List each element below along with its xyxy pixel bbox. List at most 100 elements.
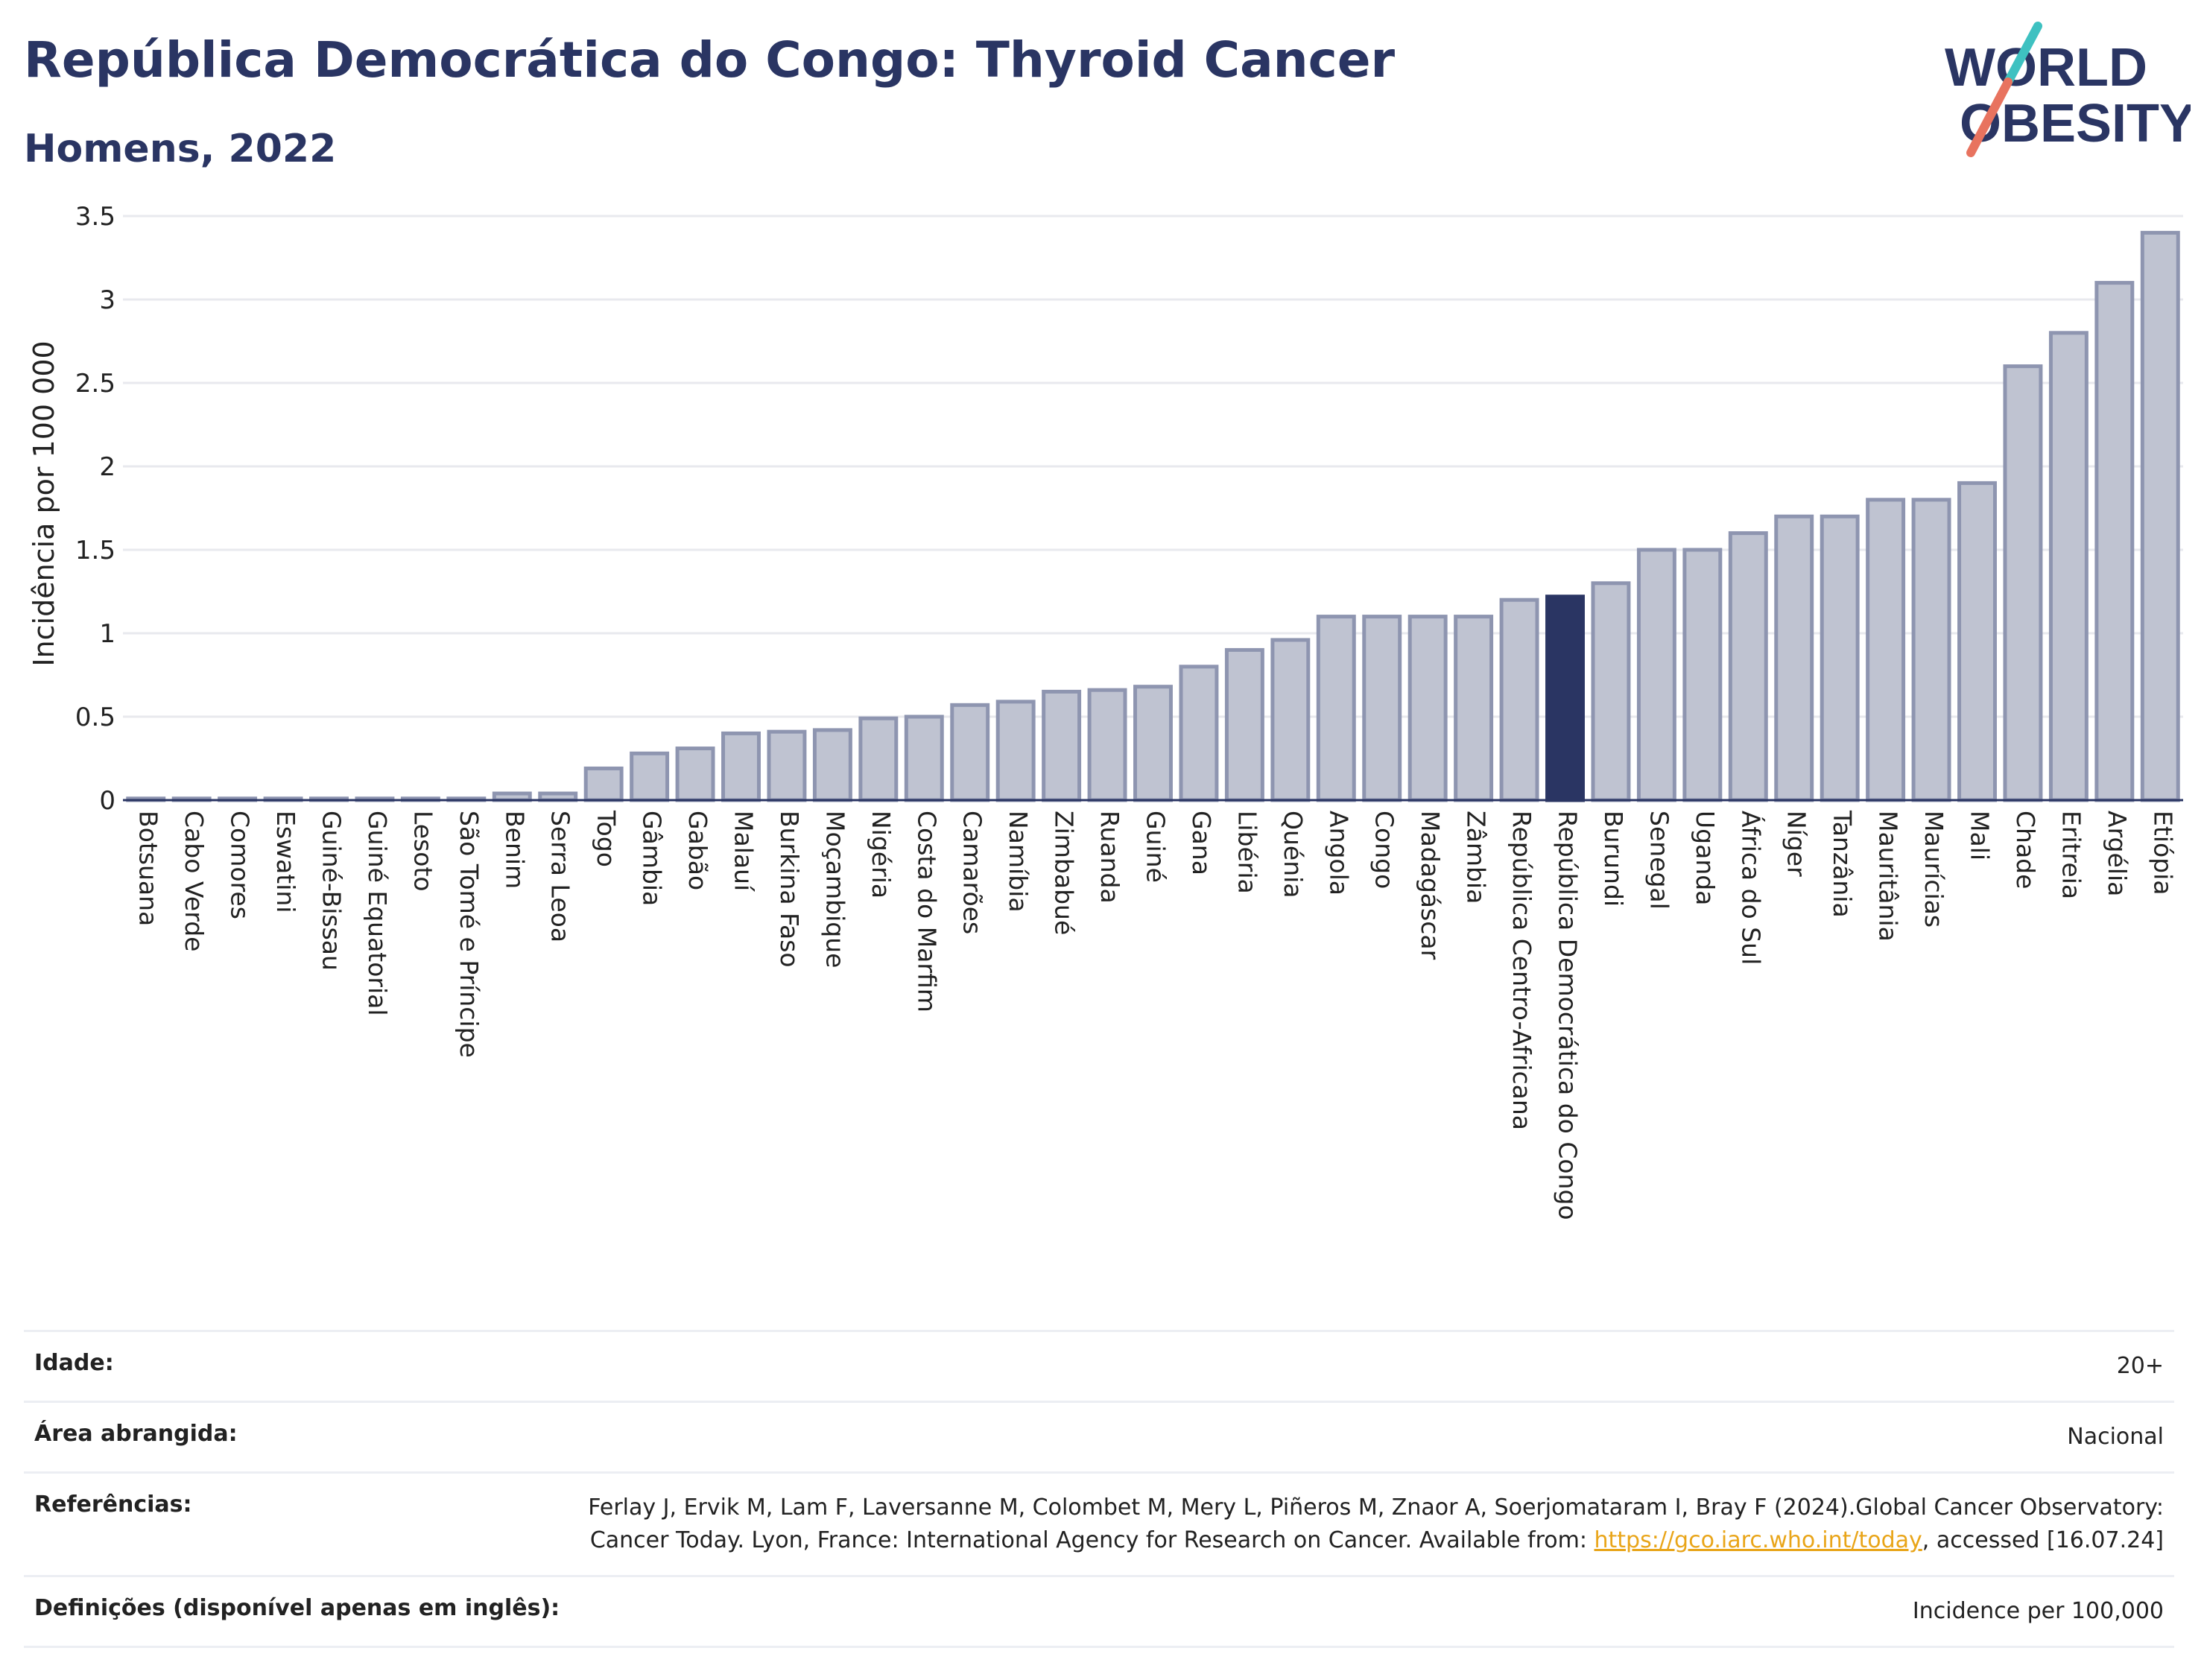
world-obesity-logo: WORLD OBESITY — [1945, 22, 2191, 157]
x-tick-label: Madagáscar — [1416, 811, 1445, 960]
bar — [1316, 615, 1356, 802]
definitions-label: Definições (disponível apenas em inglês)… — [34, 1595, 560, 1621]
bar-chart: 0 0.5 1 1.5 2 2.5 3 3.5 Botsuana Cabo Verde Comor… — [28, 202, 2183, 1220]
logo-slash-coral — [1966, 77, 2013, 157]
age-label: Idade: — [34, 1350, 114, 1376]
bar — [812, 728, 852, 802]
references-value: Ferlay J, Ervik M, Lam F, Laversanne M, … — [562, 1492, 2164, 1557]
x-tick-label: Angola — [1324, 811, 1353, 896]
x-tick-label: Mauritânia — [1874, 811, 1903, 942]
bar — [1866, 498, 1906, 802]
reference-text: Ferlay J, Ervik M, Lam F, Laversanne M, … — [588, 1494, 2164, 1553]
x-tick-label: Burkina Faso — [775, 811, 804, 968]
x-tick-label: Eswatini — [271, 811, 300, 913]
x-tick-label: Comores — [226, 811, 255, 919]
x-tick-label: Lesoto — [408, 811, 437, 892]
bar — [1820, 514, 1860, 802]
area-value: Nacional — [2067, 1424, 2164, 1450]
x-tick-label: Cabo Verde — [180, 811, 209, 951]
bar — [1636, 548, 1676, 802]
x-tick-label: Gabão — [683, 811, 712, 890]
bar — [2094, 281, 2135, 802]
bar — [904, 714, 944, 802]
x-tick-label: Camarões — [958, 811, 987, 934]
bar — [858, 716, 899, 802]
x-tick-label: Moçambique — [820, 811, 849, 968]
y-tick-label: 2.5 — [75, 369, 115, 399]
page-subtitle: Homens, 2022 — [24, 127, 337, 171]
bar — [1270, 638, 1311, 802]
x-tick-label: Congo — [1370, 811, 1399, 889]
bar — [1224, 647, 1264, 802]
page-title: República Democrática do Congo: Thyroid … — [24, 31, 1396, 89]
bar-highlight — [1545, 595, 1585, 802]
x-tick-label: República Centro-Africana — [1507, 811, 1536, 1130]
x-tick-label: Gana — [1187, 811, 1216, 875]
x-tick-label: Togo — [592, 810, 621, 867]
x-tick-label: Quénia — [1279, 811, 1308, 898]
y-tick-layer: 0 0.5 1 1.5 2 2.5 3 3.5 — [75, 202, 115, 816]
bar — [1591, 581, 1631, 802]
bar — [1911, 498, 1951, 802]
y-tick-label: 3.5 — [75, 202, 115, 232]
x-tick-label: Malauí — [729, 811, 759, 893]
bar — [1087, 688, 1127, 802]
x-tick-label: Benim — [500, 811, 529, 889]
x-tick-label: Uganda — [1691, 811, 1720, 905]
y-tick-label: 3 — [99, 285, 115, 315]
bar — [1133, 685, 1173, 802]
x-tick-label: Zimbabué — [1050, 811, 1079, 935]
bar — [675, 747, 715, 802]
bar — [721, 731, 761, 802]
logo-slash-teal — [2004, 22, 2042, 86]
age-value: 20+ — [2116, 1353, 2164, 1379]
x-tick-label: Burundi — [1599, 811, 1628, 907]
bar — [1957, 481, 1997, 802]
x-tick-label: Maurícias — [1919, 811, 1948, 928]
bar — [2140, 230, 2180, 802]
x-tick-label: Namíbia — [1004, 811, 1033, 913]
y-tick-label: 1.5 — [75, 536, 115, 565]
bar — [2048, 331, 2089, 802]
meta-row-area: Área abrangida: Nacional — [24, 1401, 2174, 1471]
metadata-table: Idade: 20+ Área abrangida: Nacional Refe… — [24, 1330, 2174, 1648]
x-tick-label: Argélia — [2103, 811, 2132, 896]
bar-layer — [126, 230, 2180, 802]
x-tick-label: São Tomé e Príncipe — [455, 811, 484, 1058]
bar — [2003, 364, 2043, 802]
bar — [583, 766, 624, 802]
y-tick-label: 2 — [99, 452, 115, 482]
x-tick-label: Zâmbia — [1462, 811, 1491, 904]
bar — [630, 751, 670, 802]
x-tick-label: Serra Leoa — [546, 811, 575, 942]
x-tick-label: Libéria — [1232, 811, 1261, 894]
y-tick-label: 1 — [99, 619, 115, 649]
x-tick-label: Senegal — [1644, 811, 1673, 910]
meta-row-age: Idade: 20+ — [24, 1330, 2174, 1401]
bar — [1682, 548, 1723, 802]
y-tick-label: 0 — [99, 786, 115, 816]
x-tick-label: Nigéria — [867, 811, 896, 898]
y-axis-label: Incidência por 100 000 — [28, 340, 60, 666]
bar — [995, 700, 1036, 802]
bar — [767, 729, 807, 802]
x-tick-label: África do Sul — [1736, 811, 1766, 965]
bar — [1728, 531, 1768, 802]
x-tick-label: Eritreia — [2056, 811, 2086, 899]
meta-row-definitions: Definições (disponível apenas em inglês)… — [24, 1575, 2174, 1648]
references-label: Referências: — [34, 1492, 192, 1518]
x-tick-label: Níger — [1782, 811, 1811, 877]
bar — [1774, 514, 1814, 802]
x-tick-label: Tanzânia — [1828, 810, 1857, 918]
x-tick-label: Mali — [1966, 811, 1995, 860]
reference-accessed: , accessed [16.07.24] — [1922, 1527, 2164, 1553]
reference-link[interactable]: https://gco.iarc.who.int/today — [1594, 1527, 1922, 1553]
x-tick-label: Guiné — [1141, 811, 1171, 883]
x-tick-label: República Democrática do Congo — [1554, 811, 1583, 1220]
area-label: Área abrangida: — [34, 1421, 238, 1447]
bar — [950, 703, 990, 802]
x-tick-label: Guiné-Bissau — [317, 811, 346, 971]
bar — [1407, 615, 1448, 802]
bar — [1454, 615, 1494, 802]
bar — [1042, 689, 1082, 802]
